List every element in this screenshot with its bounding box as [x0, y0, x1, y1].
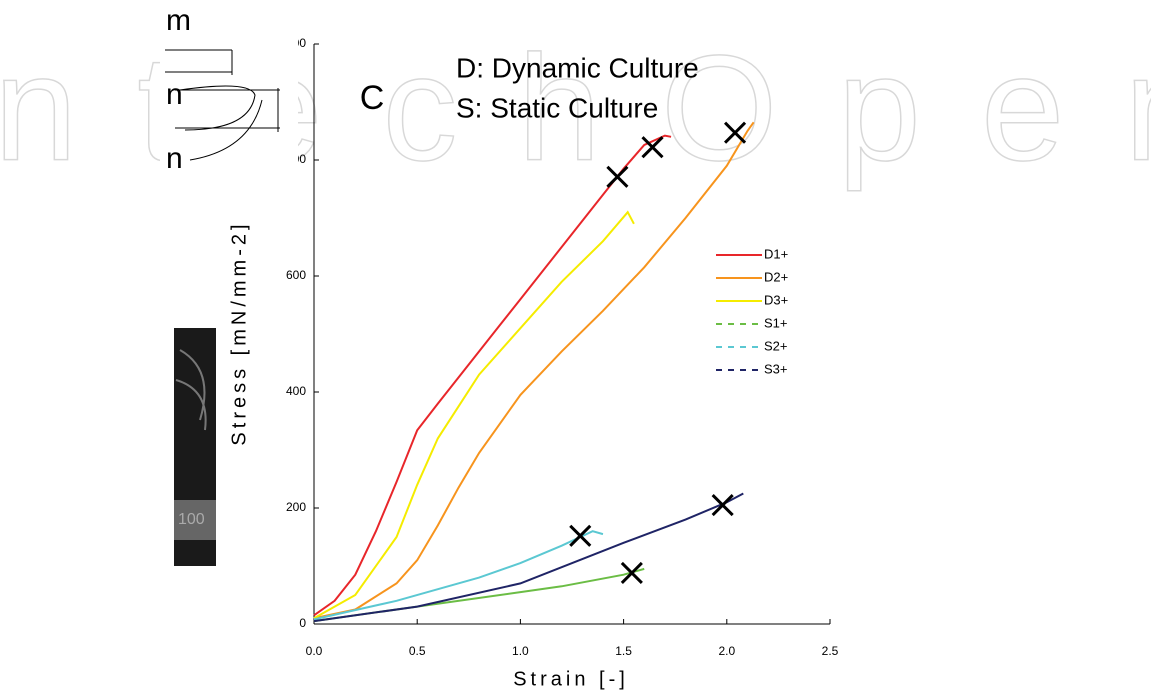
inset-panel — [160, 0, 298, 195]
y-tick-label: 200 — [286, 500, 306, 514]
legend-label: D3+ — [764, 292, 788, 307]
annotation: S: Static Culture — [456, 92, 658, 123]
inset-photo-ruler — [174, 500, 216, 540]
legend-label: D2+ — [764, 269, 788, 284]
failure-marker — [711, 494, 734, 517]
plot-area: 020040060080010000.00.51.01.52.02.5D1+D2… — [279, 36, 838, 658]
inset-text: 100 — [178, 511, 205, 528]
series-line — [313, 530, 604, 621]
x-tick-label: 2.0 — [718, 644, 735, 658]
x-tick-label: 2.5 — [822, 644, 839, 658]
x-tick-label: 0.0 — [306, 644, 323, 658]
failure-marker — [723, 121, 747, 144]
failure-marker — [606, 165, 629, 188]
inset-text: n — [166, 78, 183, 111]
legend-label: S2+ — [764, 338, 788, 353]
series-line — [313, 492, 744, 623]
inset-photo-detail — [175, 349, 207, 431]
y-tick-label: 400 — [286, 384, 306, 398]
panel-label: C — [360, 79, 385, 117]
failure-marker — [641, 136, 664, 159]
annotation: D: Dynamic Culture — [456, 52, 699, 83]
series-line — [313, 121, 755, 620]
y-tick-label: 600 — [286, 268, 306, 282]
y-tick-label: 0 — [299, 616, 306, 630]
series-line — [313, 134, 672, 617]
x-axis-label: Strain [-] — [513, 668, 629, 690]
failure-marker — [569, 524, 592, 547]
legend-label: S1+ — [764, 315, 788, 330]
legend-label: S3+ — [764, 361, 788, 376]
series-line — [313, 210, 635, 620]
x-tick-label: 1.0 — [512, 644, 529, 658]
inset-text: m — [166, 4, 191, 37]
inset-text: n — [166, 142, 183, 175]
y-axis-label: Stress [mN/mm-2] — [228, 220, 250, 445]
x-tick-label: 0.5 — [409, 644, 426, 658]
x-tick-label: 1.5 — [615, 644, 632, 658]
failure-marker — [620, 561, 643, 585]
inset-drawing — [165, 49, 280, 161]
legend-label: D1+ — [764, 246, 788, 261]
